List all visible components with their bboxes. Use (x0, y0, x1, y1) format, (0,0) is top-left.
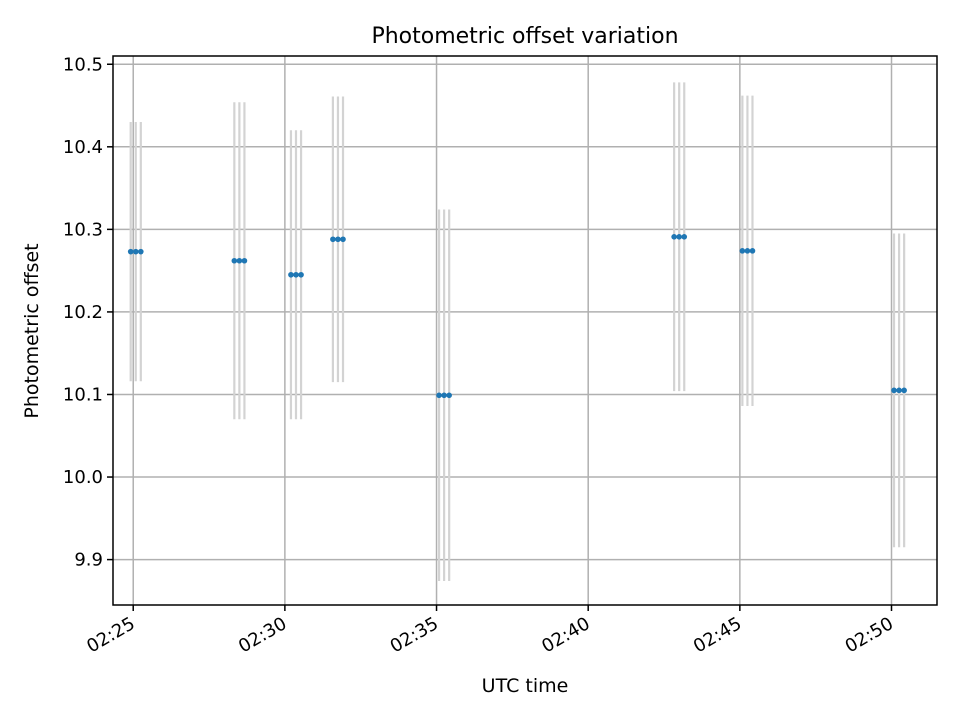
data-point (132, 248, 139, 255)
data-point (236, 257, 243, 264)
data-point (896, 387, 902, 394)
data-point (436, 392, 442, 399)
data-point (330, 236, 336, 243)
y-tick-label: 10.4 (63, 137, 103, 158)
data-point (739, 248, 746, 254)
x-tick-label: 02:35 (387, 613, 442, 657)
data-point (446, 392, 452, 399)
data-point (671, 233, 677, 240)
x-axis-label: UTC time (482, 675, 569, 697)
data-point (298, 271, 304, 278)
data-point (127, 248, 134, 255)
data-point (340, 236, 346, 243)
x-tick-label: 02:30 (235, 613, 290, 657)
x-tick-label: 02:25 (83, 613, 138, 657)
data-point (241, 257, 248, 264)
x-tick-label: 02:40 (538, 613, 593, 657)
grid (113, 56, 937, 605)
data-point (231, 257, 238, 264)
data-points (127, 233, 907, 399)
data-point (288, 271, 294, 278)
x-tick-label: 02:50 (842, 613, 897, 657)
y-tick-label: 10.5 (63, 54, 103, 75)
data-point (138, 248, 144, 255)
chart-title: Photometric offset variation (371, 24, 678, 49)
x-tick-label: 02:45 (690, 613, 745, 657)
y-tick-label: 10.1 (63, 384, 103, 405)
y-tick-label: 10.2 (63, 302, 103, 323)
data-point (749, 248, 756, 254)
error-bars (129, 82, 906, 582)
data-point (681, 233, 688, 240)
data-point (901, 387, 907, 394)
data-point (891, 387, 897, 394)
axis-ticks: 02:25 02:30 02:35 02:40 02:45 02:50 9.9 10.0 10.… (63, 54, 897, 657)
y-tick-label: 10.0 (63, 467, 103, 488)
data-point (441, 392, 447, 399)
y-tick-label: 10.3 (63, 219, 103, 240)
plot-frame (112, 55, 938, 606)
y-tick-label: 9.9 (74, 550, 103, 571)
data-point (744, 248, 751, 254)
data-point (293, 271, 299, 278)
y-axis-label: Photometric offset (21, 243, 43, 418)
data-point (335, 236, 341, 243)
data-point (676, 233, 682, 240)
